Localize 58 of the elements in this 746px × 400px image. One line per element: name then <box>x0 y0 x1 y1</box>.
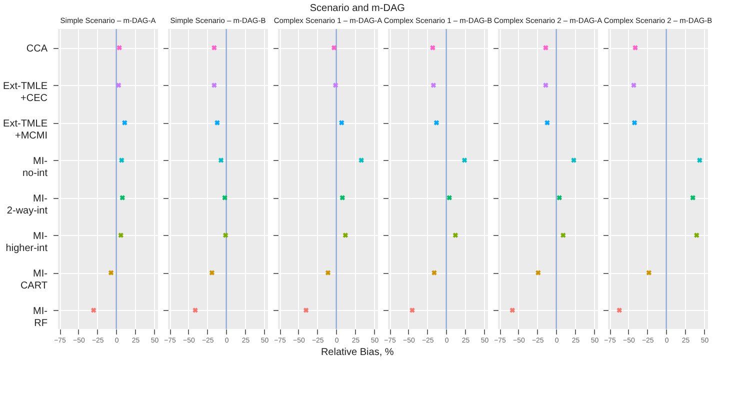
point <box>510 308 516 313</box>
point <box>90 308 96 313</box>
point <box>430 82 436 88</box>
point <box>446 195 452 200</box>
point <box>434 120 440 126</box>
text: Scenario and m-DAG <box>310 2 406 14</box>
point <box>616 308 622 313</box>
y-tick-label: MI- RF <box>33 306 48 329</box>
text: Relative Bias, % <box>320 347 394 358</box>
point <box>358 158 364 163</box>
point <box>214 120 220 126</box>
point <box>543 82 548 88</box>
point <box>694 232 700 238</box>
point <box>209 270 215 276</box>
point <box>632 45 638 50</box>
point <box>116 82 122 88</box>
point <box>222 232 228 238</box>
y-tick-label: CCA <box>26 43 48 54</box>
point <box>212 45 217 50</box>
point <box>430 45 436 50</box>
point <box>410 308 415 313</box>
point <box>631 82 636 88</box>
point <box>118 232 124 238</box>
point <box>571 158 576 163</box>
point <box>331 45 337 50</box>
point <box>120 195 126 200</box>
point <box>332 82 338 88</box>
y-tick-label: MI- CART <box>20 268 48 292</box>
point <box>122 120 128 126</box>
point <box>543 45 548 50</box>
point <box>108 270 114 276</box>
point <box>119 158 124 163</box>
point <box>432 270 437 276</box>
point <box>646 270 652 276</box>
y-tick-label: MI- no-int <box>22 156 48 179</box>
point <box>556 195 562 200</box>
point <box>462 158 468 163</box>
point <box>690 195 696 200</box>
point <box>452 232 458 238</box>
point <box>342 232 348 238</box>
y-tick-label: MI- 2-way-int <box>6 193 48 216</box>
point <box>218 158 224 163</box>
point <box>192 308 198 313</box>
y-tick-label: Ext-TMLE +CEC <box>3 80 48 104</box>
point <box>222 195 228 200</box>
y-tick-label: MI- higher-int <box>6 230 48 254</box>
point <box>536 270 541 276</box>
point <box>560 232 566 238</box>
point <box>303 308 309 313</box>
point <box>340 195 346 200</box>
point <box>632 120 638 126</box>
point <box>544 120 550 126</box>
point <box>697 158 702 163</box>
point <box>339 120 344 126</box>
point <box>325 270 331 276</box>
y-tick-label: Ext-TMLE +MCMI <box>3 118 48 142</box>
point <box>212 82 217 88</box>
point <box>116 45 122 50</box>
